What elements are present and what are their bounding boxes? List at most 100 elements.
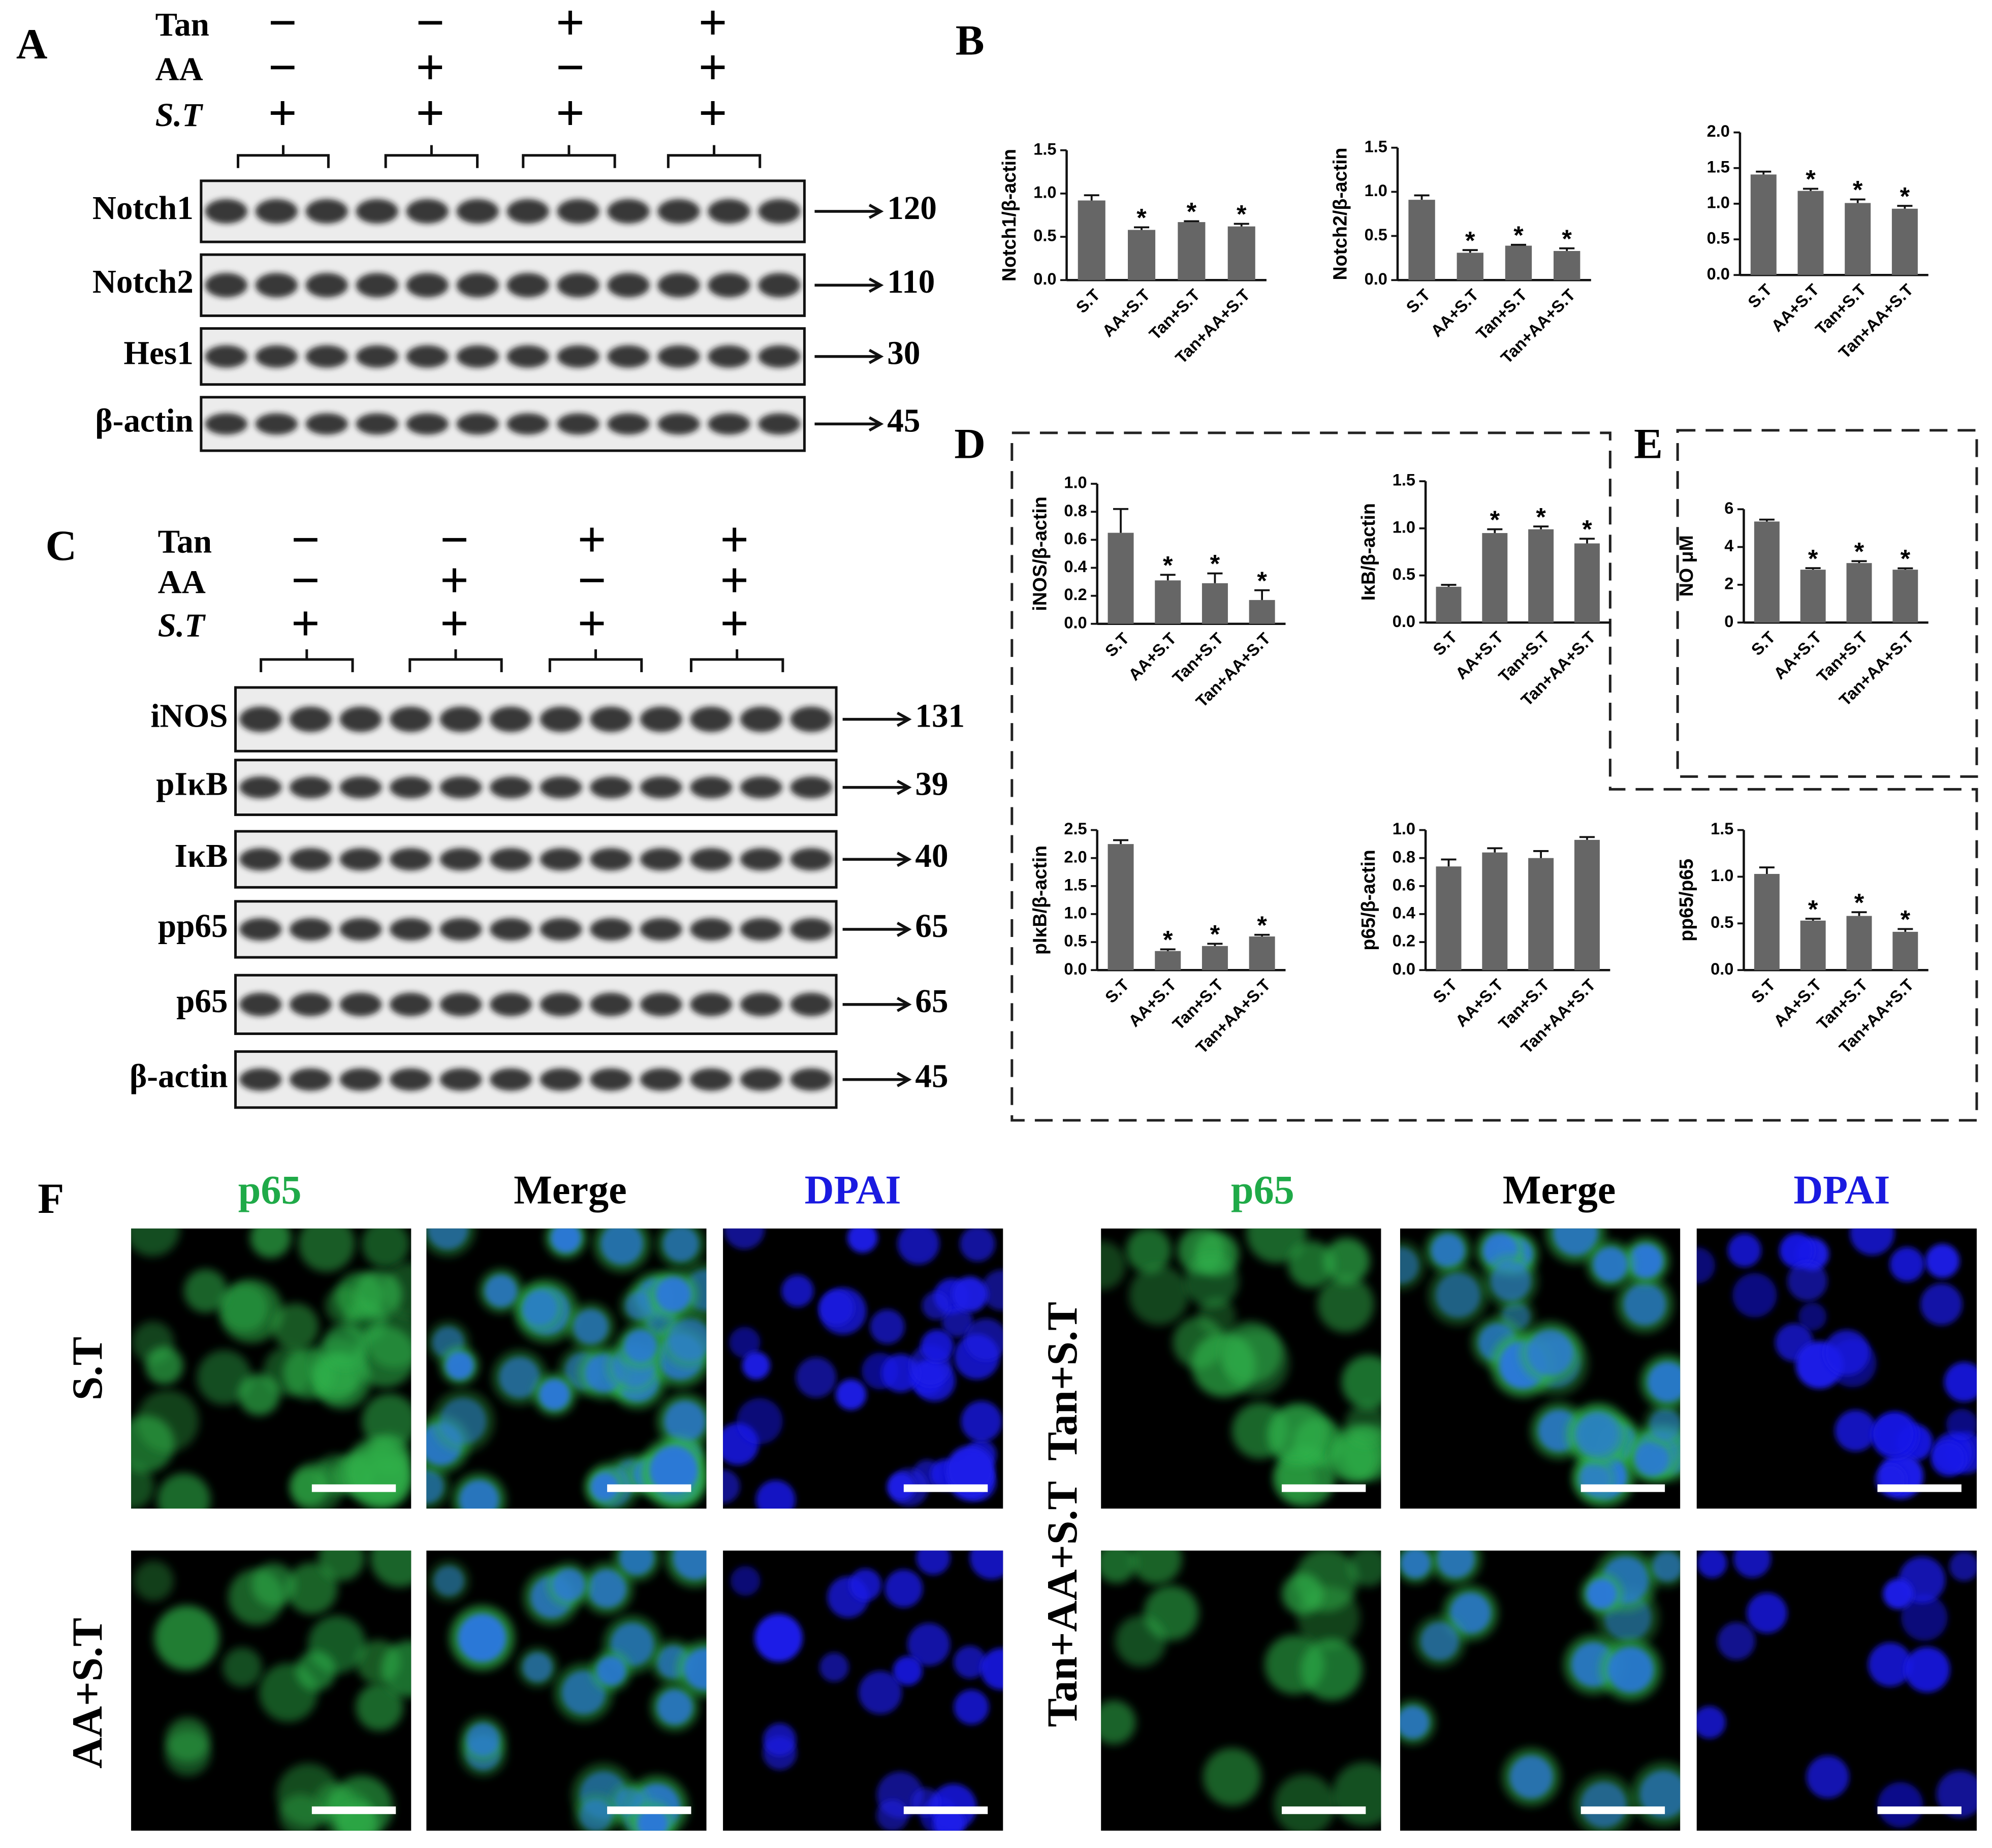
blot-band bbox=[740, 776, 782, 799]
nucleus bbox=[1639, 1770, 1681, 1818]
nucleus bbox=[1877, 1782, 1923, 1828]
nucleus bbox=[1779, 1233, 1815, 1268]
y-tick-label: 1.0 bbox=[1064, 904, 1087, 922]
blot-band bbox=[607, 413, 650, 435]
treatment-sign: + bbox=[440, 596, 469, 652]
nucleus bbox=[1509, 1755, 1553, 1799]
blot-band bbox=[356, 413, 398, 435]
nucleus bbox=[426, 1469, 444, 1504]
nucleus bbox=[1527, 1329, 1573, 1376]
protein-label: iNOS bbox=[150, 698, 228, 735]
error-bar bbox=[1533, 850, 1549, 858]
micrograph bbox=[1696, 1228, 1977, 1509]
significance-mark: * bbox=[1562, 225, 1572, 253]
arrow bbox=[814, 277, 884, 293]
micrograph bbox=[1400, 1228, 1681, 1509]
nucleus bbox=[946, 1446, 995, 1494]
nucleus bbox=[1436, 1273, 1480, 1318]
nucleus bbox=[625, 1291, 654, 1320]
blot-band bbox=[590, 992, 632, 1016]
blot-band bbox=[439, 918, 482, 941]
cytoplasm bbox=[1274, 1458, 1316, 1501]
category-label: AA+S.T bbox=[1099, 286, 1154, 340]
nucleus bbox=[1925, 1243, 1960, 1278]
cytoplasm bbox=[1115, 1615, 1166, 1667]
bar bbox=[1249, 936, 1275, 970]
bar bbox=[1892, 931, 1918, 970]
micrograph-cells bbox=[723, 1228, 1003, 1509]
nucleus bbox=[573, 1309, 608, 1344]
nucleus bbox=[539, 1379, 570, 1410]
group-bracket bbox=[689, 649, 784, 672]
bar bbox=[1574, 543, 1600, 623]
y-tick-label: 0.0 bbox=[1707, 265, 1730, 283]
nucleus bbox=[1727, 1233, 1761, 1267]
protein-label: Notch2 bbox=[92, 264, 194, 300]
treatment-sign: − bbox=[440, 511, 469, 568]
arrow bbox=[814, 349, 884, 364]
blot-band bbox=[406, 273, 449, 298]
blot-band bbox=[255, 345, 298, 368]
nucleus bbox=[742, 1351, 770, 1380]
nucleus bbox=[887, 1473, 916, 1501]
blot-band bbox=[557, 345, 599, 368]
nucleus bbox=[664, 1400, 706, 1442]
cytoplasm bbox=[1129, 1265, 1189, 1325]
y-tick-label: 0.8 bbox=[1393, 848, 1415, 866]
bar bbox=[1800, 570, 1826, 623]
blot-band bbox=[540, 1068, 582, 1091]
nucleus bbox=[1400, 1550, 1431, 1578]
nucleus bbox=[1806, 1755, 1849, 1799]
category-label: S.T bbox=[1101, 629, 1132, 660]
cytoplasm bbox=[365, 1311, 412, 1368]
arrow bbox=[842, 779, 912, 795]
blot-band bbox=[439, 776, 482, 799]
cytoplasm bbox=[1288, 1241, 1335, 1288]
y-tick-label: 1.5 bbox=[1707, 158, 1730, 176]
blot-strip bbox=[200, 396, 806, 452]
blot-band bbox=[390, 918, 432, 941]
blot-band bbox=[239, 848, 282, 871]
nucleus bbox=[655, 1276, 691, 1312]
y-axis-label: pp65/p65 bbox=[1675, 859, 1697, 942]
nucleus bbox=[551, 1228, 581, 1253]
blot-band bbox=[456, 345, 499, 368]
error-bar bbox=[1851, 560, 1867, 563]
nucleus bbox=[954, 1645, 987, 1679]
treatment-label: Tan bbox=[158, 523, 212, 560]
blot-band bbox=[255, 413, 298, 435]
micrograph-cells bbox=[131, 1228, 412, 1509]
bar bbox=[1846, 563, 1872, 623]
y-tick-label: 4 bbox=[1724, 537, 1733, 555]
error-bar bbox=[1898, 928, 1913, 932]
y-tick-label: 0.0 bbox=[1393, 612, 1415, 631]
blot-band bbox=[289, 918, 332, 941]
nucleus bbox=[1648, 1362, 1681, 1402]
cytoplasm bbox=[131, 1463, 154, 1509]
blot-band bbox=[305, 273, 348, 298]
cytoplasm bbox=[1271, 1406, 1325, 1461]
nucleus bbox=[870, 1309, 905, 1344]
micrograph-cells bbox=[1400, 1228, 1681, 1507]
blot-band bbox=[205, 199, 247, 224]
blot-band bbox=[740, 918, 782, 941]
cytoplasm bbox=[1348, 1550, 1381, 1587]
treatment-sign: + bbox=[720, 552, 749, 609]
protein-label: Hes1 bbox=[123, 335, 193, 372]
blot-band bbox=[557, 199, 599, 224]
blot-band bbox=[690, 992, 733, 1016]
blot-band bbox=[390, 848, 432, 871]
significance-mark: * bbox=[1901, 905, 1911, 934]
y-tick-label: 1.5 bbox=[1064, 875, 1087, 894]
blot-band bbox=[456, 413, 499, 435]
cytoplasm bbox=[1126, 1228, 1172, 1273]
nucleus bbox=[1650, 1408, 1681, 1440]
y-tick-label: 1.0 bbox=[1711, 866, 1733, 885]
blot-band bbox=[590, 706, 632, 732]
blot-strip bbox=[200, 253, 806, 317]
blot-band bbox=[439, 992, 482, 1016]
blot-band bbox=[640, 706, 682, 732]
bar bbox=[1408, 200, 1435, 280]
y-axis-label: p65/β-actin bbox=[1357, 850, 1379, 950]
blot-band bbox=[239, 1068, 282, 1091]
